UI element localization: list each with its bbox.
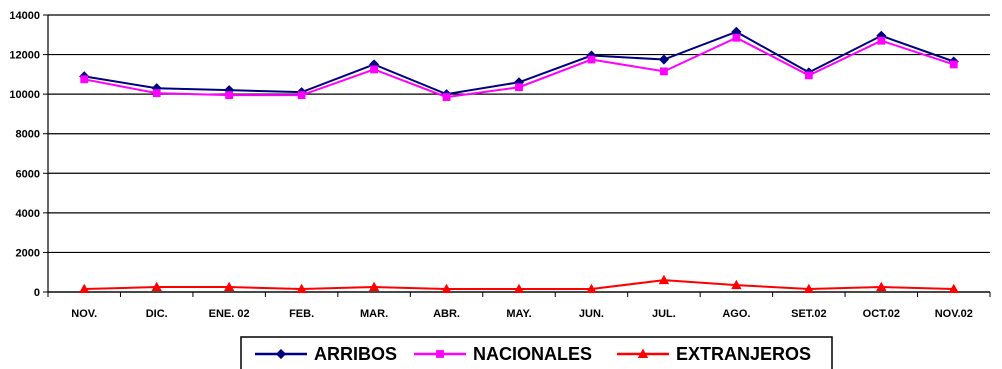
x-tick-label: NOV.02 <box>935 308 973 320</box>
x-tick-label: JUN. <box>579 308 604 320</box>
data-point-extranjeros <box>948 283 959 294</box>
data-point-nacionales <box>732 33 741 42</box>
x-tick-label: FEB. <box>289 308 314 320</box>
legend-label-extranjeros: EXTRANJEROS <box>676 344 811 364</box>
data-point-nacionales <box>877 36 886 45</box>
data-point-extranjeros <box>151 281 162 292</box>
y-tick-label: 10000 <box>9 89 40 101</box>
legend-label-nacionales: NACIONALES <box>473 344 592 364</box>
legend-marker-arribos <box>275 348 287 360</box>
data-point-nacionales <box>442 93 451 102</box>
legend-marker-extranjeros <box>637 348 649 359</box>
legend-marker-nacionales <box>436 350 444 358</box>
x-tick-label: ABR. <box>433 308 460 320</box>
x-tick-label: MAY. <box>506 308 531 320</box>
data-point-nacionales <box>515 83 523 92</box>
x-tick-label: DIC. <box>146 308 168 320</box>
data-point-extranjeros <box>223 281 235 292</box>
data-point-nacionales <box>225 91 234 100</box>
x-tick-label: ENE. 02 <box>209 308 250 320</box>
x-tick-label: NOV. <box>71 308 97 320</box>
x-tick-label: SET.02 <box>791 308 826 320</box>
data-point-extranjeros <box>876 281 887 292</box>
data-point-nacionales <box>660 67 668 76</box>
data-point-nacionales <box>80 75 89 84</box>
x-tick-label: MAR. <box>360 308 388 320</box>
y-tick-label: 2000 <box>16 247 40 259</box>
x-tick-label: AGO. <box>722 308 750 320</box>
data-point-extranjeros <box>441 283 452 294</box>
y-tick-label: 14000 <box>9 10 40 22</box>
data-point-nacionales <box>370 65 378 74</box>
y-tick-label: 8000 <box>16 129 40 141</box>
y-axis-ticks: 0 2000 4000 6000 8000 10000 12000 14000 <box>9 10 48 299</box>
series-nacionales <box>80 33 958 102</box>
data-point-nacionales <box>297 91 306 100</box>
x-axis-ticks: NOV. DIC. ENE. 02 FEB. MAR. ABR. MAY. JUN. JUL. A… <box>47 292 991 320</box>
data-point-extranjeros <box>586 283 597 294</box>
data-point-nacionales <box>949 60 958 69</box>
legend-box <box>240 336 833 369</box>
y-tick-label: 0 <box>34 287 40 299</box>
y-tick-label: 12000 <box>9 50 40 62</box>
data-point-nacionales <box>587 55 596 64</box>
data-point-extranjeros <box>731 279 742 290</box>
series-group <box>79 26 959 294</box>
x-tick-label: JUL. <box>652 308 676 320</box>
data-point-nacionales <box>152 89 161 98</box>
series-extranjeros <box>79 274 959 294</box>
y-tick-label: 4000 <box>16 208 40 220</box>
data-point-nacionales <box>804 71 813 80</box>
data-point-extranjeros <box>296 283 307 294</box>
data-point-extranjeros <box>513 283 525 294</box>
legend-label-arribos: ARRIBOS <box>314 344 397 364</box>
data-point-extranjeros <box>79 283 90 294</box>
data-point-extranjeros <box>803 283 815 294</box>
data-point-extranjeros <box>368 281 380 292</box>
x-tick-label: OCT.02 <box>863 308 900 320</box>
data-point-arribos <box>658 54 669 65</box>
data-point-extranjeros <box>658 274 670 285</box>
legend: ARRIBOS NACIONALES EXTRANJEROS <box>240 336 833 369</box>
y-tick-label: 6000 <box>16 168 40 180</box>
